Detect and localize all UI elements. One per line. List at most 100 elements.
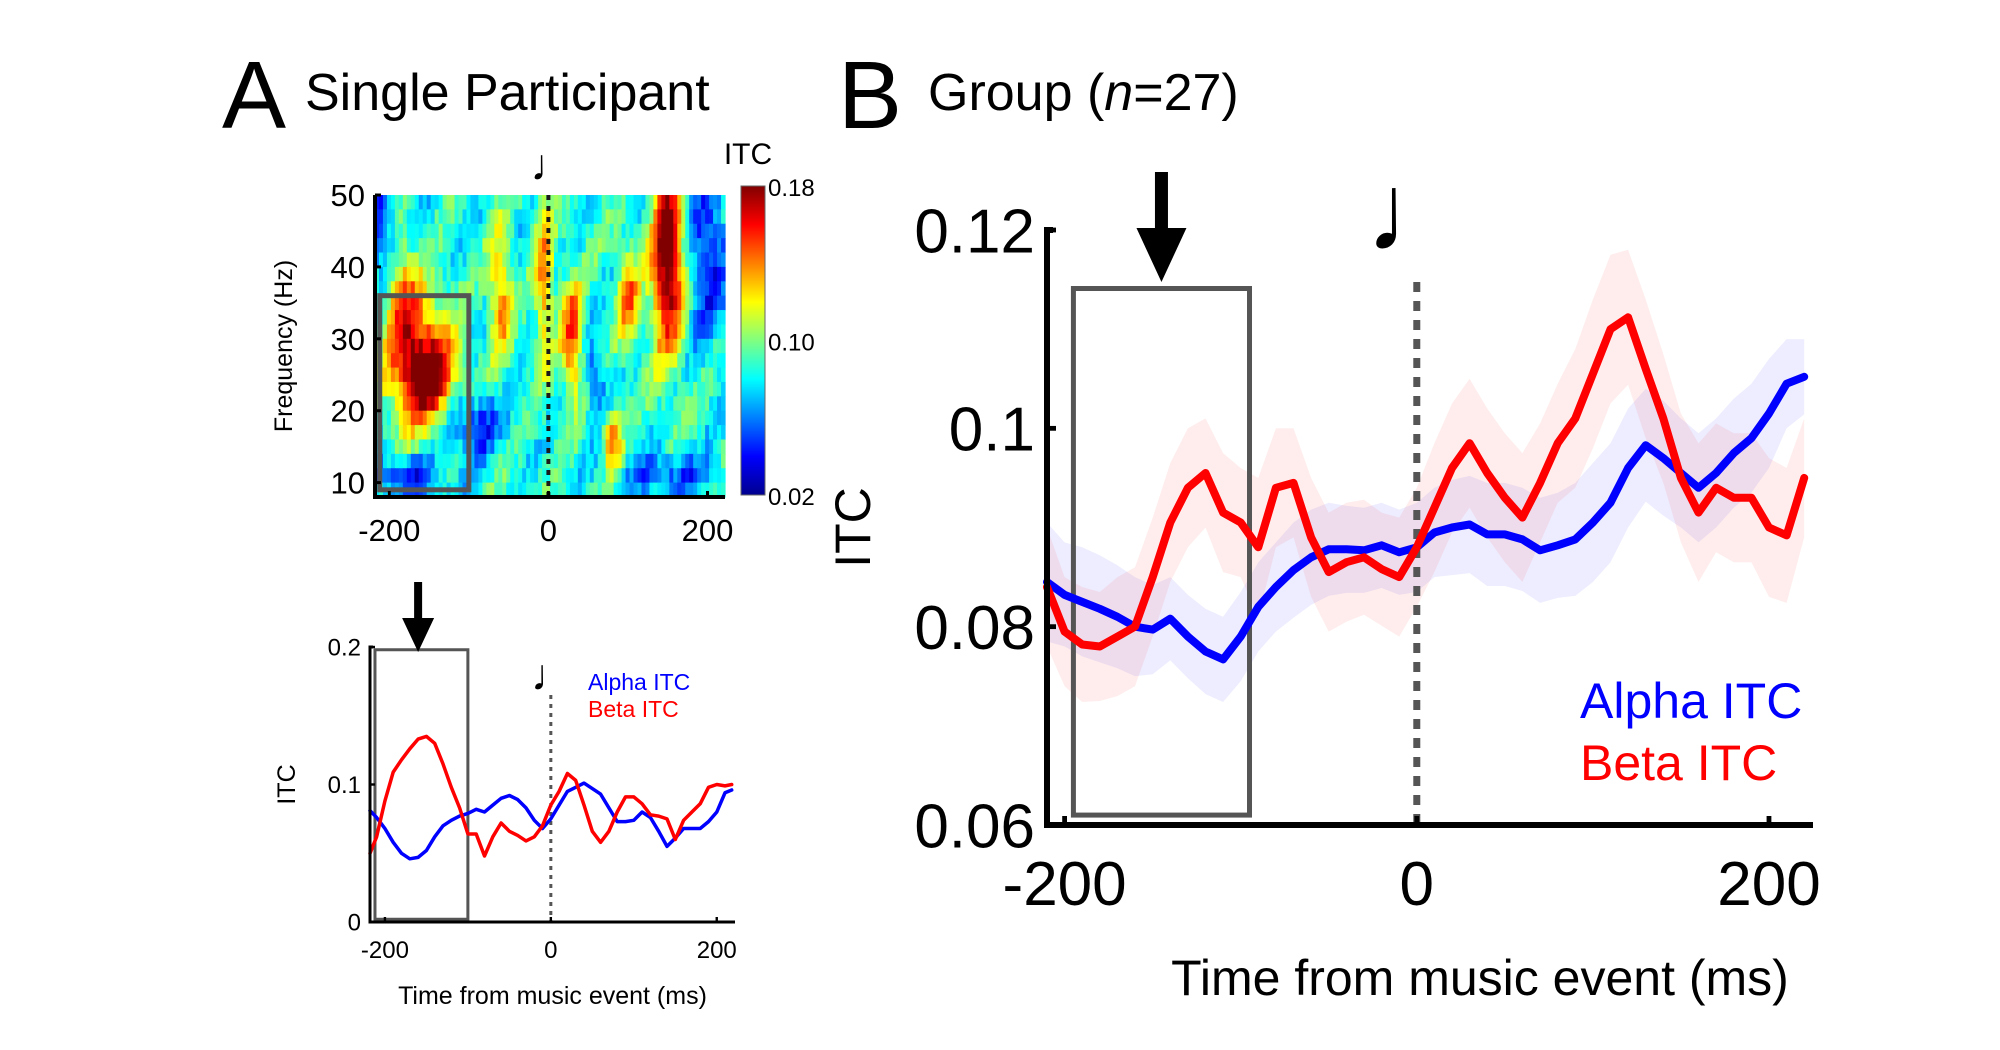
- heatmap-cell: [494, 252, 499, 268]
- x-axis-label: Time from music event (ms): [1171, 950, 1789, 1006]
- heatmap-cell: [550, 381, 555, 397]
- heatmap-cell: [382, 410, 388, 426]
- heatmap-cell: [661, 410, 666, 426]
- heatmap-cell: [458, 338, 464, 354]
- heatmap-cell: [390, 252, 396, 268]
- heatmap-cell: [506, 238, 511, 254]
- heatmap-cell: [502, 195, 507, 210]
- heatmap-cell: [470, 223, 476, 239]
- heatmap-cell: [518, 453, 523, 469]
- heatmap-cell: [689, 381, 694, 397]
- heatmap-cell: [705, 410, 710, 426]
- heatmap-cell: [375, 238, 380, 254]
- heatmap-cell: [649, 425, 655, 441]
- heatmap-cell: [593, 209, 599, 225]
- heatmap-cell: [617, 425, 623, 441]
- heatmap-cell: [506, 338, 511, 354]
- heatmap-cell: [522, 223, 527, 239]
- heatmap-cell: [717, 396, 722, 412]
- heatmap-cell: [386, 425, 392, 441]
- heatmap-cell: [522, 410, 527, 426]
- heatmap-cell: [565, 209, 571, 225]
- heatmap-cell: [538, 223, 543, 239]
- heatmap-cell: [494, 281, 499, 297]
- heatmap-cell: [609, 266, 615, 282]
- heatmap-cell: [462, 324, 468, 340]
- heatmap-cell: [589, 266, 595, 282]
- heatmap-cell: [550, 453, 555, 469]
- heatmap-cell: [581, 209, 587, 225]
- heatmap-cell: [450, 367, 456, 383]
- heatmap-cell: [450, 252, 456, 268]
- heatmap-cell: [713, 252, 718, 268]
- heatmap-cell: [637, 425, 643, 441]
- heatmap-cell: [641, 310, 647, 326]
- heatmap-cell: [685, 367, 690, 383]
- heatmap-cell: [526, 453, 531, 469]
- heatmap-cell: [526, 410, 531, 426]
- heatmap-cell: [573, 468, 579, 484]
- heatmap-cell: [522, 281, 527, 297]
- heatmap-cell: [701, 353, 706, 369]
- heatmap-cell: [621, 396, 627, 412]
- heatmap-cell: [677, 453, 682, 469]
- heatmap-cell: [402, 410, 408, 426]
- heatmap-cell: [398, 223, 404, 239]
- heatmap-cell: [601, 425, 607, 441]
- heatmap-cell: [534, 439, 539, 455]
- heatmap-cell: [557, 324, 563, 340]
- heatmap-cell: [522, 482, 527, 498]
- heatmap-cell: [597, 252, 603, 268]
- heatmap-cell: [561, 324, 567, 340]
- heatmap-cell: [382, 324, 388, 340]
- heatmap-cell: [430, 223, 436, 239]
- heatmap-cell: [625, 367, 631, 383]
- heatmap-cell: [605, 252, 611, 268]
- heatmap-cell: [522, 295, 527, 311]
- heatmap-cell: [490, 353, 495, 369]
- heatmap-cell: [434, 209, 440, 225]
- heatmap-cell: [709, 238, 714, 254]
- heatmap-cell: [717, 238, 722, 254]
- heatmap-cell: [426, 381, 432, 397]
- heatmap-cell: [561, 425, 567, 441]
- heatmap-cell: [649, 353, 655, 369]
- heatmap-cell: [454, 209, 460, 225]
- heatmap-cell: [518, 338, 523, 354]
- heatmap-cell: [442, 381, 448, 397]
- heatmap-cell: [645, 310, 651, 326]
- heatmap-cell: [478, 209, 483, 225]
- heatmap-cell: [402, 381, 408, 397]
- heatmap-cell: [709, 381, 714, 397]
- heatmap-cell: [721, 338, 726, 354]
- heatmap-cell: [426, 252, 432, 268]
- heatmap-cell: [557, 281, 563, 297]
- heatmap-cell: [569, 482, 575, 498]
- heatmap-cell: [410, 324, 416, 340]
- heatmap-cell: [386, 310, 392, 326]
- heatmap-cell: [569, 238, 575, 254]
- heatmap-cell: [438, 468, 444, 484]
- heatmap-cell: [721, 252, 726, 268]
- heatmap-cell: [494, 195, 499, 210]
- heatmap-cell: [422, 439, 428, 455]
- heatmap-cell: [398, 238, 404, 254]
- heatmap-cell: [617, 252, 623, 268]
- heatmap-cell: [553, 439, 559, 455]
- heatmap-cell: [617, 367, 623, 383]
- heatmap-cell: [693, 295, 698, 311]
- heatmap-cell: [406, 195, 412, 210]
- down-arrow-icon: [402, 582, 435, 652]
- heatmap-cell: [518, 482, 523, 498]
- heatmap-cell: [530, 482, 535, 498]
- heatmap-cell: [721, 410, 726, 426]
- heatmap-cell: [482, 381, 487, 397]
- heatmap-cell: [542, 295, 547, 311]
- heatmap-cell: [713, 439, 718, 455]
- heatmap-cell: [386, 367, 392, 383]
- heatmap-cell: [474, 439, 480, 455]
- heatmap-cell: [621, 266, 627, 282]
- heatmap-cell: [406, 223, 412, 239]
- heatmap-cell: [705, 381, 710, 397]
- heatmap-cell: [478, 425, 483, 441]
